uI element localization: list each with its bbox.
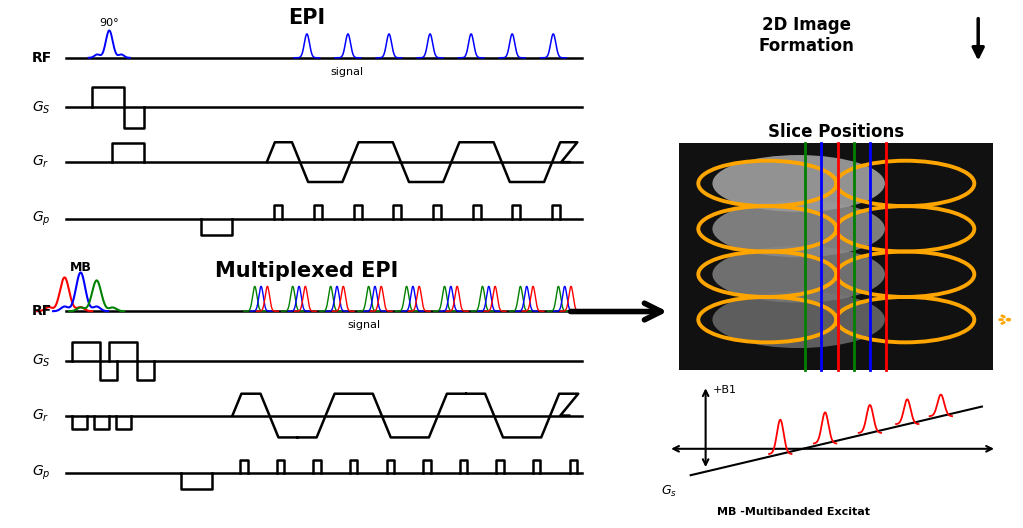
Text: +B1: +B1: [713, 385, 738, 395]
Text: $G_p$: $G_p$: [32, 210, 50, 229]
Text: $G_S$: $G_S$: [32, 353, 50, 369]
Ellipse shape: [712, 246, 885, 303]
Text: $G_p$: $G_p$: [32, 464, 50, 482]
Text: RF: RF: [32, 304, 52, 318]
Ellipse shape: [712, 201, 885, 257]
Text: 90°: 90°: [99, 18, 119, 28]
Text: Multiplexed EPI: Multiplexed EPI: [215, 261, 399, 281]
Text: $G_r$: $G_r$: [32, 154, 49, 171]
Text: signal: signal: [330, 67, 363, 77]
Text: EPI: EPI: [288, 8, 325, 28]
Text: $G_r$: $G_r$: [32, 408, 49, 424]
Text: MB -Multibanded Excitat: MB -Multibanded Excitat: [717, 507, 870, 517]
Text: RF: RF: [32, 51, 52, 65]
Ellipse shape: [712, 291, 885, 348]
Ellipse shape: [712, 155, 885, 212]
Text: signal: signal: [348, 320, 381, 330]
Text: 2D Image
Formation: 2D Image Formation: [758, 16, 854, 54]
Text: Slice Positions: Slice Positions: [768, 123, 904, 141]
Text: MB: MB: [70, 261, 91, 274]
Text: $G_S$: $G_S$: [32, 99, 50, 116]
Bar: [679, 143, 993, 370]
Text: $G_s$: $G_s$: [661, 484, 677, 498]
